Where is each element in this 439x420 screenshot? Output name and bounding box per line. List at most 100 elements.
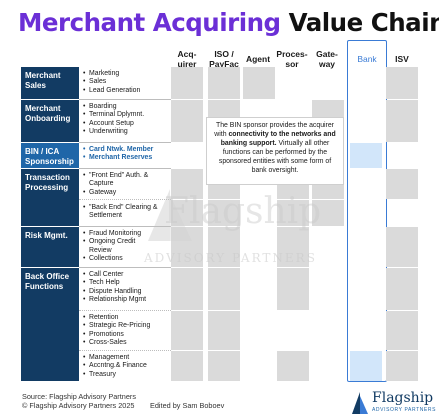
list-item-text: Account Setup: [89, 119, 134, 127]
page-title: Merchant Acquiring Value Chain: [18, 6, 439, 40]
row-label-text: Transaction Processing: [25, 173, 70, 192]
list-item: • Card Ntwk. Member: [83, 146, 154, 153]
item-list-merchant-sales: • Marketing • Sales • Lead Generation: [83, 70, 171, 95]
list-item: • Strategic Re-Pricing: [83, 322, 151, 330]
list-item-text: Promotions: [89, 330, 124, 338]
column-header-gateway: Gate- way: [311, 44, 343, 74]
list-item-text: Collections: [89, 255, 123, 263]
source-line: Source: Flagship Advisory Partners: [22, 392, 136, 401]
list-item-text: "Back End" Clearing & Settlement: [89, 204, 158, 220]
list-item-text: Marketing: [89, 70, 120, 77]
matrix-cell: [171, 227, 203, 267]
row-label-text: Back Office Functions: [25, 272, 70, 291]
matrix-cell: [243, 67, 275, 99]
matrix-cell: [208, 67, 240, 99]
matrix-cell: [312, 200, 344, 226]
logo-sub: ADVISORY PARTNERS: [372, 407, 437, 413]
matrix-cell: [208, 351, 240, 381]
row-divider: [79, 199, 171, 200]
matrix-cell: [277, 351, 309, 381]
column-header-label: Gate- way: [316, 49, 338, 69]
list-item-text: Boarding: [89, 103, 117, 110]
item-list-back-office-2: • Retention • Strategic Re-Pricing • Promot…: [83, 314, 171, 348]
column-header-label: Bank: [357, 54, 377, 64]
list-item: • Account Setup: [83, 119, 134, 127]
column-header-label: Proces- sor: [276, 49, 308, 69]
row-label-merchant-onboarding: Merchant Onboarding: [21, 100, 79, 142]
watermark-main-text: Flagship: [164, 191, 322, 232]
flag-logo-icon: [352, 392, 368, 414]
item-list-bin-ica: • Card Ntwk. Member • Merchant Reserves: [83, 146, 171, 163]
matrix-cell: [208, 311, 240, 350]
list-item-text: Dispute Handling: [89, 287, 142, 295]
matrix-cell: [171, 100, 203, 142]
list-item-text: Cross-Sales: [89, 339, 127, 347]
list-item-text: Tech Help: [89, 279, 120, 287]
bank-column-outline: [347, 40, 387, 382]
matrix-cell: [171, 351, 203, 381]
matrix-cell: [386, 351, 418, 381]
list-item-text: Strategic Re-Pricing: [89, 322, 151, 330]
list-item-text: Merchant Reserves: [89, 154, 153, 162]
list-item-text: Accntng.& Finance: [89, 362, 147, 370]
row-label-text: Risk Mgmt.: [25, 231, 68, 240]
matrix-cell: [277, 200, 309, 226]
matrix-cell: [171, 67, 203, 99]
list-item: • Gateway: [83, 188, 117, 196]
column-header-isv: ISV: [386, 44, 418, 74]
matrix-cell: [386, 100, 418, 142]
item-list-back-end: • "Back End" Clearing & Settlement: [83, 204, 171, 221]
column-header-label: Agent: [245, 54, 271, 64]
list-item: • Lead Generation: [83, 86, 141, 94]
matrix-cell: [208, 227, 240, 267]
footer-source: Source: Flagship Advisory Partners © Fla…: [22, 392, 136, 410]
column-header-label: ISV: [395, 54, 409, 64]
flag-watermark-icon: [148, 189, 192, 241]
item-list-front-end: • "Front End" Auth. & Capture • Gateway: [83, 172, 171, 197]
bin-sponsor-callout: The BIN sponsor provides the acquirer wi…: [206, 117, 344, 185]
title-rest: Value Chain: [288, 8, 439, 37]
row-divider: [79, 142, 171, 143]
list-item: • Promotions: [83, 330, 124, 338]
column-header-label: Acq- uirer: [177, 49, 197, 69]
column-header-acquirer: Acq- uirer: [171, 44, 203, 74]
item-list-risk-mgmt: • Fraud Monitoring • Ongoing Credit Review…: [83, 230, 171, 264]
list-item-text: Fraud Monitoring: [89, 230, 142, 237]
list-item-text: Relationship Mgmt: [89, 296, 147, 304]
list-item: • Cross-Sales: [83, 339, 127, 347]
list-item: • Call Center: [83, 271, 124, 278]
column-header-processor: Proces- sor: [276, 44, 308, 74]
matrix-cell: [350, 143, 382, 168]
matrix-cell: [171, 268, 203, 310]
flagship-watermark: Flagship ADVISORY PARTNERS: [144, 185, 350, 275]
list-item: • Ongoing Credit Review: [83, 238, 171, 255]
matrix-cell: [208, 200, 240, 226]
row-label-text: Merchant Onboarding: [25, 104, 71, 123]
list-item-text: Terminal Dplymnt.: [89, 111, 145, 119]
list-item-text: Ongoing Credit Review: [89, 238, 136, 254]
list-item: • Dispute Handling: [83, 287, 142, 295]
list-item: • Collections: [83, 255, 123, 263]
matrix-cell: [277, 268, 309, 310]
list-item: • Treasury: [83, 370, 116, 378]
matrix-cell: [386, 311, 418, 350]
matrix-cell: [386, 67, 418, 99]
column-header-bank: Bank: [350, 44, 384, 74]
list-item: • Merchant Reserves: [83, 154, 153, 162]
column-header-label: ISO / PayFac: [209, 49, 239, 69]
row-divider: [79, 267, 171, 268]
list-item-text: Management: [89, 354, 130, 361]
matrix-cell: [277, 227, 309, 267]
list-item-text: "Front End" Auth. & Capture: [89, 172, 149, 188]
list-item: • Relationship Mgmt: [83, 296, 147, 304]
list-item-text: Card Ntwk. Member: [89, 146, 154, 153]
list-item-text: Underwriting: [89, 128, 128, 136]
footer-editor: Edited by Sam Boboev: [150, 401, 225, 410]
item-list-back-office-3: • Management • Accntng.& Finance • Treasury: [83, 354, 171, 379]
row-divider: [79, 350, 171, 351]
list-item: • Tech Help: [83, 279, 120, 287]
list-item: • Retention: [83, 314, 119, 321]
flagship-logo: Flagship ADVISORY PARTNERS: [350, 388, 436, 418]
matrix-cell: [386, 227, 418, 267]
list-item: • Boarding: [83, 103, 117, 110]
